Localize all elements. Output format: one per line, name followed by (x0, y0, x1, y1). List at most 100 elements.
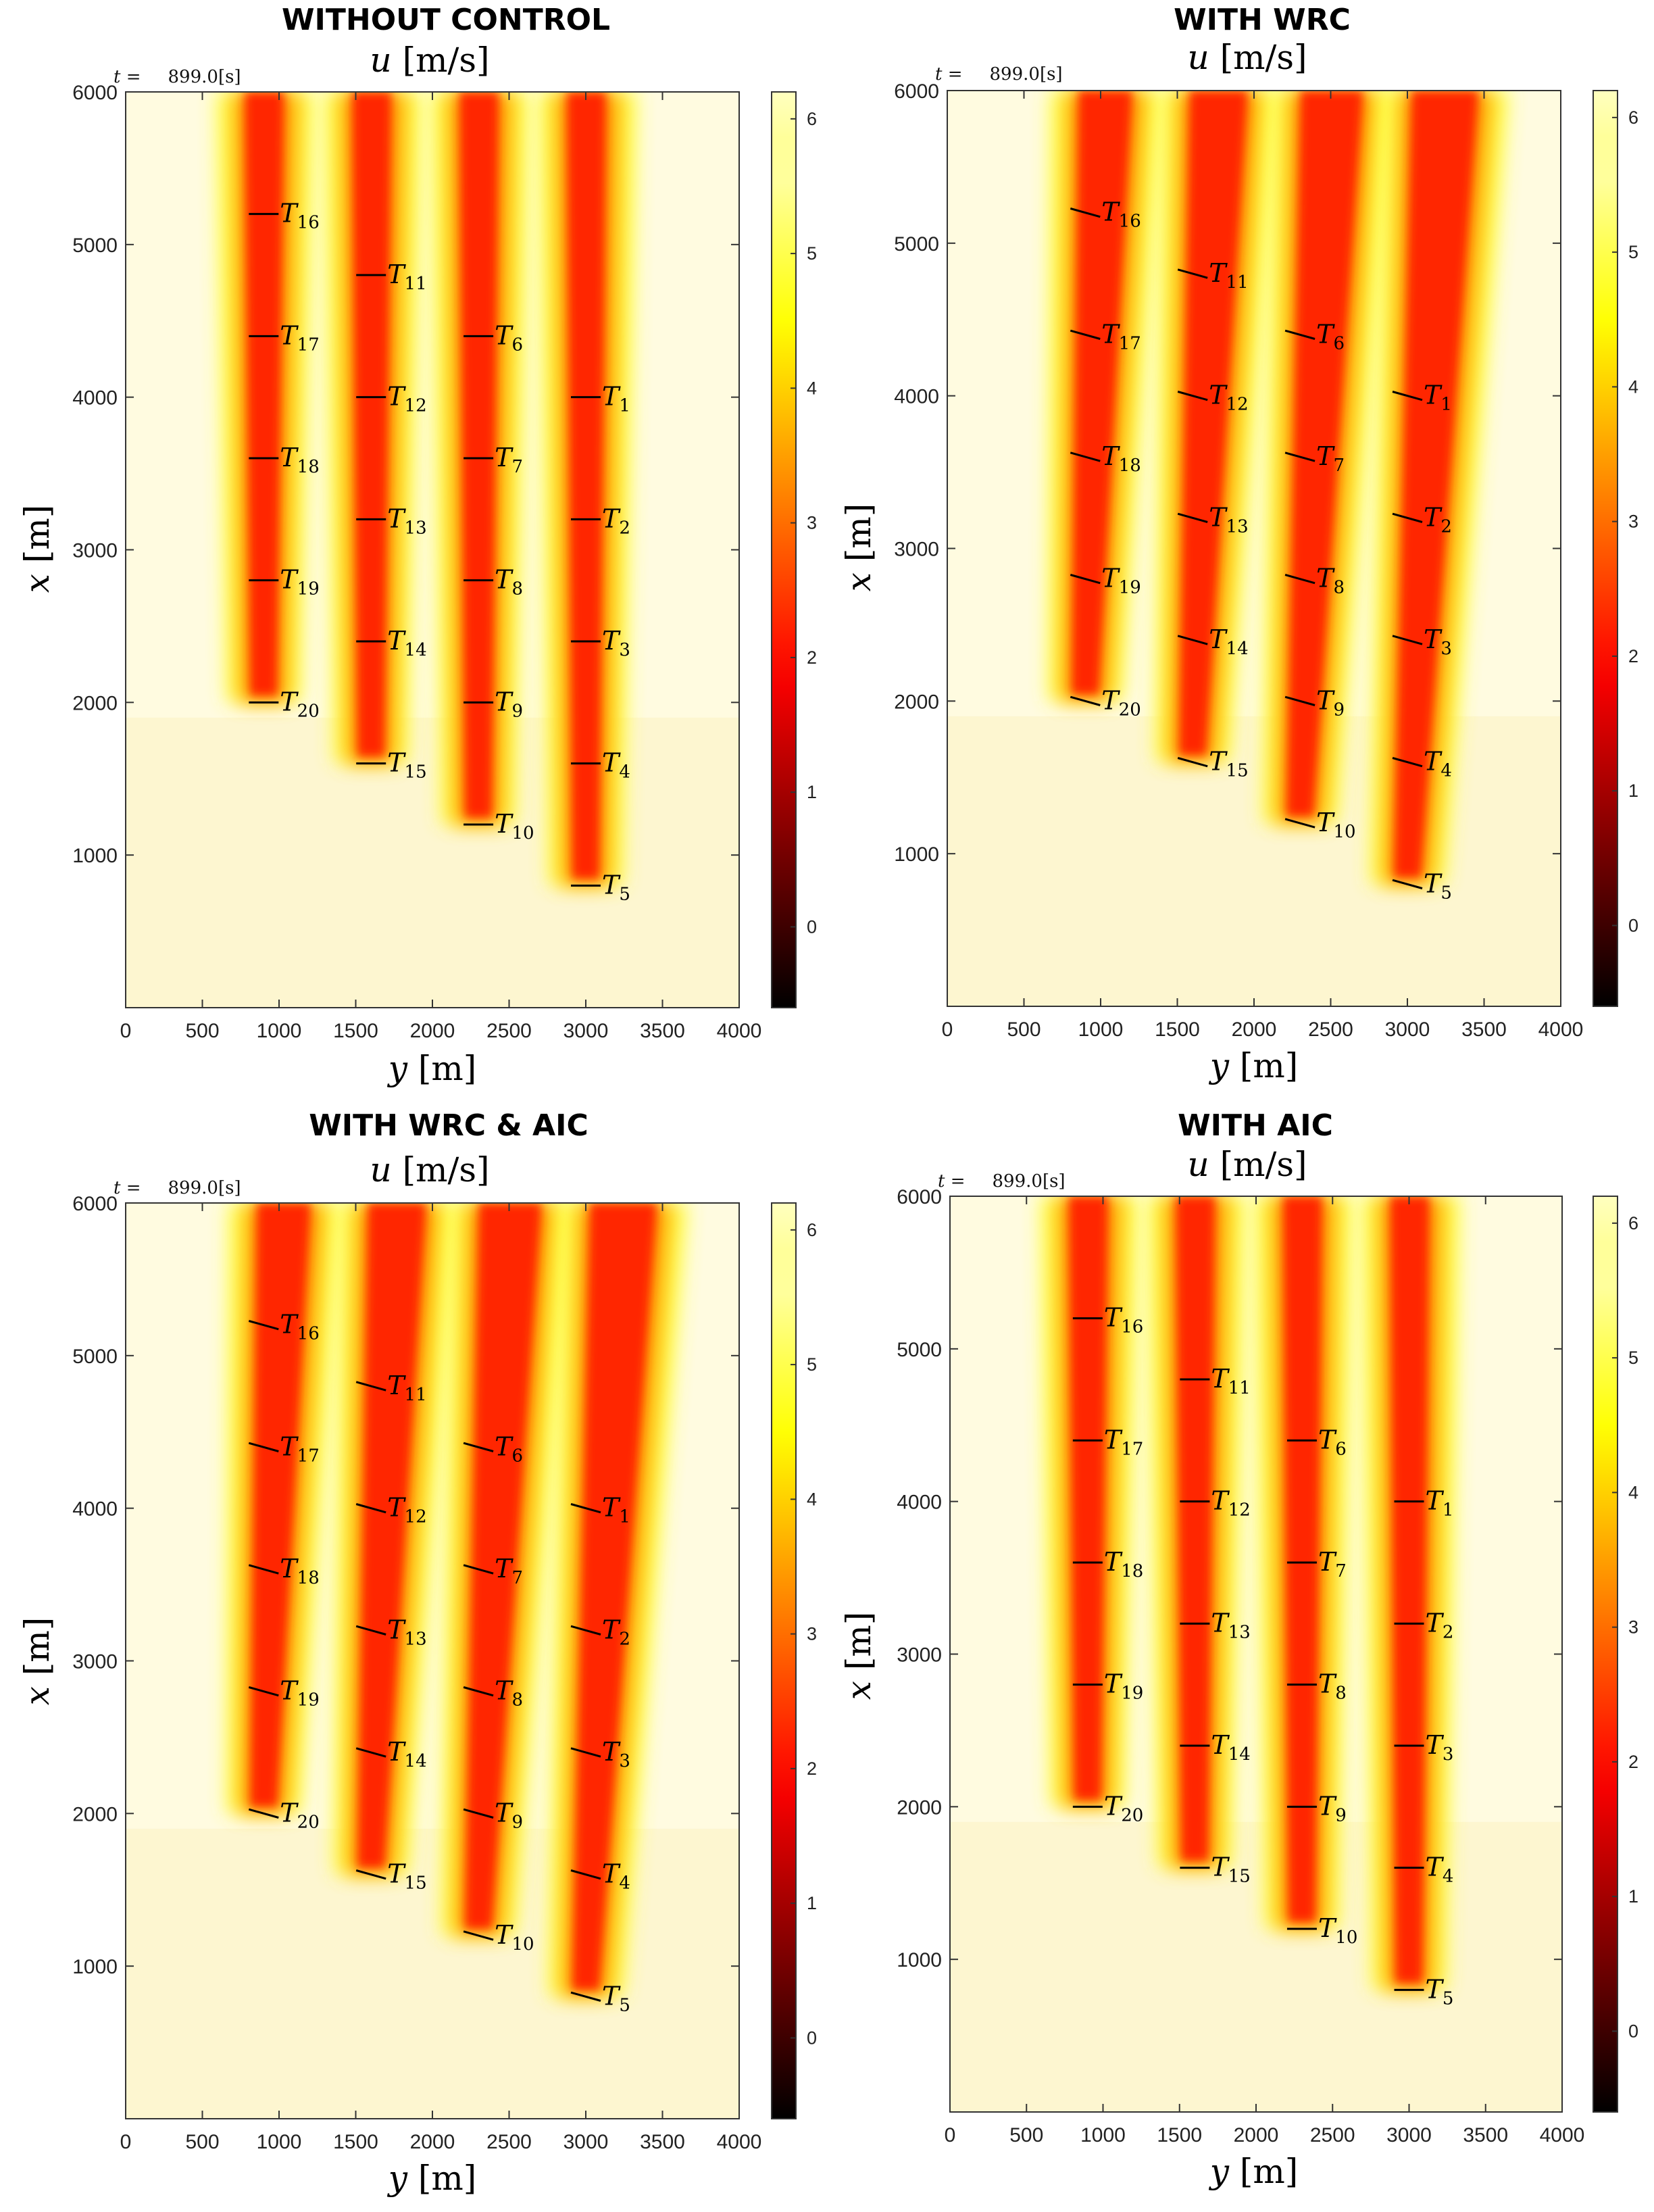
x-tick-label: 2500 (486, 2131, 532, 2153)
turbine-15 (1177, 757, 1208, 768)
wake-core-2300 (459, 92, 499, 818)
y-axis-label: x [m] (839, 1612, 878, 1700)
x-tick-label: 2000 (410, 2131, 455, 2153)
turbine-label-8: T8 (1316, 564, 1345, 598)
turbine-label-4: T4 (1424, 747, 1452, 781)
turbine-label-14: T14 (1211, 1730, 1250, 1765)
turbine-label-14: T14 (387, 1737, 426, 1771)
turbine-label-12: T12 (387, 1493, 426, 1527)
y-tick-label: 6000 (72, 82, 118, 104)
x-tick-label: 3500 (640, 2131, 685, 2153)
turbine-label-13: T13 (387, 1615, 426, 1649)
colorbar-tick-label: 6 (1628, 107, 1638, 128)
velocity-field (947, 91, 1561, 1006)
velocity-field (126, 92, 739, 1008)
turbine-9 (463, 1808, 494, 1819)
turbine-1 (570, 1503, 601, 1514)
y-tick-label: 3000 (897, 1644, 942, 1667)
time-label: t = 899.0[s] (114, 1178, 241, 1198)
turbine-2 (1392, 512, 1423, 523)
velocity-field (950, 1196, 1562, 2112)
x-axis-label: y [m] (387, 2159, 477, 2198)
y-tick-label: 1000 (894, 843, 939, 866)
turbine-label-3: T3 (1424, 624, 1452, 659)
turbine-label-20: T20 (1101, 685, 1141, 720)
y-axis-label: x [m] (18, 505, 57, 593)
turbine-label-8: T8 (495, 1676, 523, 1711)
colorbar-tick-label: 4 (1628, 1482, 1638, 1502)
colorbar-tick-label: 0 (807, 916, 817, 937)
x-tick-label: 2500 (1310, 2124, 1355, 2146)
turbine-label-15: T15 (1209, 747, 1248, 781)
turbine-18 (248, 1564, 279, 1575)
turbine-4 (1392, 757, 1423, 768)
y-axis-label: x [m] (839, 503, 878, 592)
turbine-20 (1070, 695, 1101, 706)
turbine-label-2: T2 (1426, 1608, 1454, 1642)
turbine-4 (570, 1869, 601, 1880)
x-tick-label: 2500 (486, 1020, 532, 1042)
x-tick-label: 0 (942, 1018, 953, 1041)
x-tick-label: 0 (120, 2131, 132, 2153)
turbine-label-14: T14 (387, 626, 426, 660)
turbine-17 (248, 1442, 279, 1452)
panel-title: WITH WRC & AIC (309, 1108, 588, 1143)
wake-core-2300 (1282, 1196, 1322, 1922)
y-tick-label: 2000 (72, 692, 118, 714)
turbine-9 (1284, 695, 1315, 706)
y-tick-label: 5000 (72, 1346, 118, 1368)
wake-core-900 (1072, 91, 1132, 695)
turbine-label-3: T3 (602, 1737, 630, 1771)
panel-title: WITH AIC (1178, 1108, 1333, 1143)
x-tick-label: 1000 (257, 1020, 302, 1042)
y-tick-label: 3000 (72, 1651, 118, 1673)
turbine-label-2: T2 (602, 1615, 630, 1649)
turbine-label-20: T20 (280, 687, 319, 721)
turbine-3 (1392, 635, 1423, 645)
turbine-label-7: T7 (1316, 441, 1345, 476)
turbine-label-10: T10 (495, 1920, 534, 1955)
y-tick-label: 5000 (897, 1339, 942, 1361)
colorbar-tick-label: 4 (1628, 376, 1638, 397)
colorbar-tick-label: 3 (1628, 512, 1638, 532)
x-tick-label: 1500 (333, 1020, 378, 1042)
turbine-label-9: T9 (1316, 685, 1345, 720)
turbine-label-20: T20 (280, 1798, 319, 1832)
colorbar-tick-label: 2 (807, 647, 817, 668)
x-tick-label: 1500 (333, 2131, 378, 2153)
y-tick-label: 2000 (72, 1803, 118, 1825)
panel-2: 0 500 1000 1500 2000 2500 3000 3500 4000 1000 2000… (839, 3, 1638, 1085)
colorbar-tick-label: 2 (1628, 646, 1638, 666)
wake-core-3000 (1390, 1196, 1430, 1984)
velocity-field (126, 1203, 739, 2119)
y-tick-label: 6000 (894, 80, 939, 103)
turbine-label-12: T12 (1209, 380, 1248, 415)
x-tick-label: 4000 (1540, 2124, 1585, 2146)
turbine-17 (1070, 329, 1101, 340)
x-tick-label: 1500 (1155, 1018, 1200, 1041)
turbine-label-3: T3 (602, 626, 630, 660)
turbine-5 (570, 1991, 601, 2002)
turbine-label-2: T2 (1424, 502, 1452, 537)
turbine-label-13: T13 (387, 503, 426, 538)
turbine-16 (248, 1320, 279, 1331)
turbine-label-17: T17 (1101, 319, 1141, 353)
wake-core-2300 (1286, 91, 1363, 816)
turbine-label-19: T19 (280, 1676, 319, 1711)
x-axis-label: y [m] (1209, 2152, 1299, 2191)
colorbar-tick-label: 2 (807, 1759, 817, 1779)
wake-core-1600 (352, 92, 392, 757)
turbine-label-16: T16 (280, 1310, 319, 1344)
colorbar-tick-label: 6 (807, 1220, 817, 1240)
turbine-label-4: T4 (1426, 1852, 1454, 1887)
wake-core-1600 (357, 1203, 426, 1868)
x-tick-label: 3000 (563, 1020, 609, 1042)
y-tick-label: 4000 (894, 386, 939, 408)
turbine-label-19: T19 (1104, 1669, 1143, 1704)
turbine-8 (463, 1686, 494, 1697)
turbine-label-18: T18 (1104, 1547, 1143, 1581)
colorbar-tick-label: 3 (1628, 1617, 1638, 1638)
wake-core-2300 (465, 1203, 542, 1929)
turbine-label-8: T8 (1318, 1669, 1347, 1704)
turbine-label-19: T19 (280, 565, 319, 599)
